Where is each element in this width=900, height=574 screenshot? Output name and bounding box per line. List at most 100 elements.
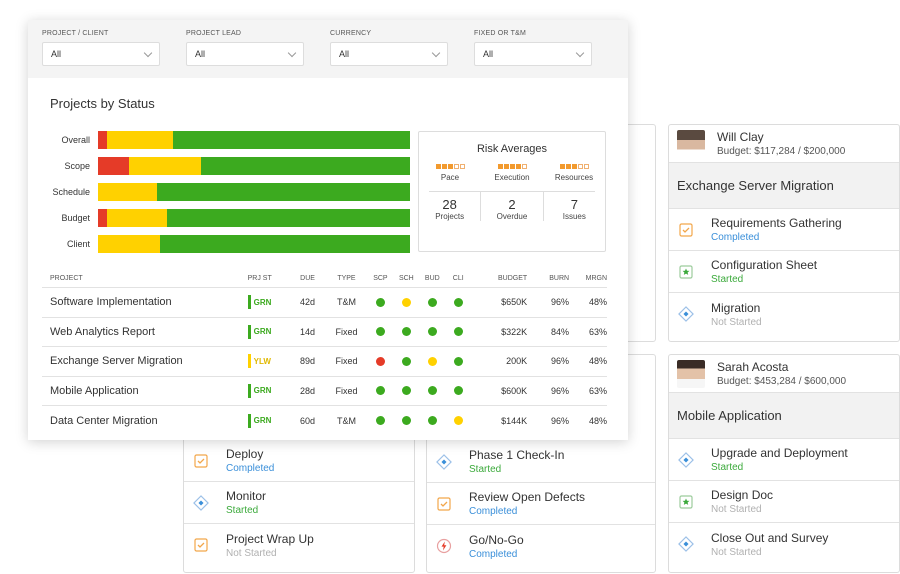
task-item[interactable]: Phase 1 Check-In Started <box>427 441 655 483</box>
task-text: Monitor Started <box>226 489 266 516</box>
owner-name: Sarah Acosta <box>717 360 789 374</box>
project-title: Exchange Server Migration <box>669 163 899 209</box>
health-cell <box>393 386 419 396</box>
project-name[interactable]: Web Analytics Report <box>50 325 155 338</box>
status-bar-row: Schedule <box>48 183 410 201</box>
health-cell <box>445 416 471 426</box>
chevron-down-icon <box>431 48 441 57</box>
task-item[interactable]: Migration Not Started <box>669 293 899 335</box>
task-name: Configuration Sheet <box>711 258 818 272</box>
health-dot <box>427 416 437 426</box>
status-code: GRN <box>253 386 272 396</box>
rating-square <box>497 164 503 169</box>
burn: 96% <box>551 385 570 396</box>
health-dot <box>453 356 463 366</box>
status-indicator <box>247 295 251 310</box>
task-item[interactable]: Monitor Started <box>184 482 414 524</box>
column-header: PRJ ST <box>247 275 272 282</box>
milestone-diamond-icon <box>677 451 695 469</box>
filter-value: All <box>51 49 62 59</box>
project-status: GRN <box>247 413 290 428</box>
task-text: Phase 1 Check-In Started <box>469 448 564 475</box>
task-item[interactable]: Upgrade and Deployment Started <box>669 439 899 481</box>
task-status: Completed <box>711 232 760 243</box>
health-cell <box>445 297 471 307</box>
project-name[interactable]: Software Implementation <box>50 296 172 309</box>
due: 60d <box>300 415 316 426</box>
task-name: Review Open Defects <box>469 490 586 504</box>
rating-square <box>521 164 527 169</box>
project-name[interactable]: Data Center Migration <box>50 414 158 427</box>
status-bar[interactable] <box>98 183 410 201</box>
task-item[interactable]: Project Wrap Up Not Started <box>184 524 414 566</box>
filter-label: PROJECT LEAD <box>186 30 242 37</box>
due: 28d <box>300 385 316 396</box>
health-dot <box>401 416 411 426</box>
task-item[interactable]: Requirements Gathering Completed <box>669 209 899 251</box>
task-text: Configuration Sheet Started <box>711 258 817 285</box>
filter-select[interactable]: All <box>474 42 592 66</box>
health-cell <box>393 356 419 366</box>
health-cell <box>393 327 419 337</box>
status-segment-red <box>98 131 108 149</box>
status-bar[interactable] <box>98 209 410 227</box>
checklist-icon <box>677 221 695 239</box>
table-row[interactable]: Web Analytics Report GRN 14d Fixed $322K 84% 6… <box>42 318 607 347</box>
status-segment-green <box>200 157 410 175</box>
filter-select[interactable]: All <box>330 42 448 66</box>
task-item[interactable]: Review Open Defects Completed <box>427 483 655 525</box>
task-text: Design Doc Not Started <box>711 488 773 515</box>
avatar <box>677 359 705 388</box>
project-name[interactable]: Mobile Application <box>50 384 139 397</box>
margin: 63% <box>588 326 607 337</box>
task-text: Review Open Defects Completed <box>469 490 585 517</box>
health-cell <box>419 297 445 307</box>
column-header: PROJECT <box>50 275 83 282</box>
milestone-diamond-icon <box>677 535 695 553</box>
column-header: BUDGET <box>497 275 528 282</box>
project-card-exchange-server-migration[interactable]: Will Clay Budget: $117,284 / $200,000 Ex… <box>668 124 900 342</box>
column-header: CLI <box>452 275 464 282</box>
task-status: Completed <box>469 548 518 560</box>
project-status: GRN <box>247 383 290 398</box>
table-row[interactable]: Software Implementation GRN 42d T&M $650K 96%… <box>42 288 607 318</box>
filter-select[interactable]: All <box>42 42 160 66</box>
status-bar[interactable] <box>98 131 410 149</box>
status-segment-yellow <box>98 235 161 253</box>
health-dot <box>427 297 437 307</box>
table-row[interactable]: Mobile Application GRN 28d Fixed $600K 96% 63% <box>42 377 607 406</box>
task-status: Not Started <box>226 547 277 559</box>
table-header: PROJECT PRJ ST DUE TYPE SCP SCH BUD CLI BUDGET BU… <box>42 270 607 288</box>
risk-count-value: 28 <box>442 197 457 212</box>
health-cell <box>393 297 419 307</box>
status-segment-red <box>98 209 108 227</box>
task-text: Close Out and Survey Not Started <box>711 531 828 558</box>
project-name[interactable]: Exchange Server Migration <box>50 355 183 368</box>
status-bar[interactable] <box>98 235 410 253</box>
health-dot <box>401 327 411 337</box>
task-item[interactable]: Close Out and Survey Not Started <box>669 523 899 565</box>
health-cell <box>367 327 393 337</box>
risk-rating <box>419 164 481 169</box>
chevron-down-icon <box>143 48 153 57</box>
health-cell <box>445 356 471 366</box>
task-item[interactable]: Design Doc Not Started <box>669 481 899 523</box>
table-row[interactable]: Data Center Migration GRN 60d T&M $144K 96% 48… <box>42 406 607 436</box>
health-dot <box>375 386 385 396</box>
health-cell <box>393 416 419 426</box>
project-card-mobile-application[interactable]: Sarah Acosta Budget: $453,284 / $600,000… <box>668 354 900 573</box>
filter-select[interactable]: All <box>186 42 304 66</box>
due: 14d <box>300 326 316 337</box>
chevron-down-icon <box>575 48 585 57</box>
status-bar[interactable] <box>98 157 410 175</box>
task-item[interactable]: Configuration Sheet Started <box>669 251 899 293</box>
status-segment-yellow <box>98 183 158 201</box>
task-item[interactable]: Go/No-Go Completed <box>427 525 655 567</box>
table-row[interactable]: Exchange Server Migration YLW 89d Fixed 200K… <box>42 347 607 377</box>
column-header: TYPE <box>337 275 356 282</box>
burn: 96% <box>551 297 570 308</box>
status-bar-label: Overall <box>61 135 90 145</box>
task-item[interactable]: Deploy Completed <box>184 440 414 482</box>
task-name: Design Doc <box>711 488 774 502</box>
column-header: DUE <box>300 275 315 282</box>
